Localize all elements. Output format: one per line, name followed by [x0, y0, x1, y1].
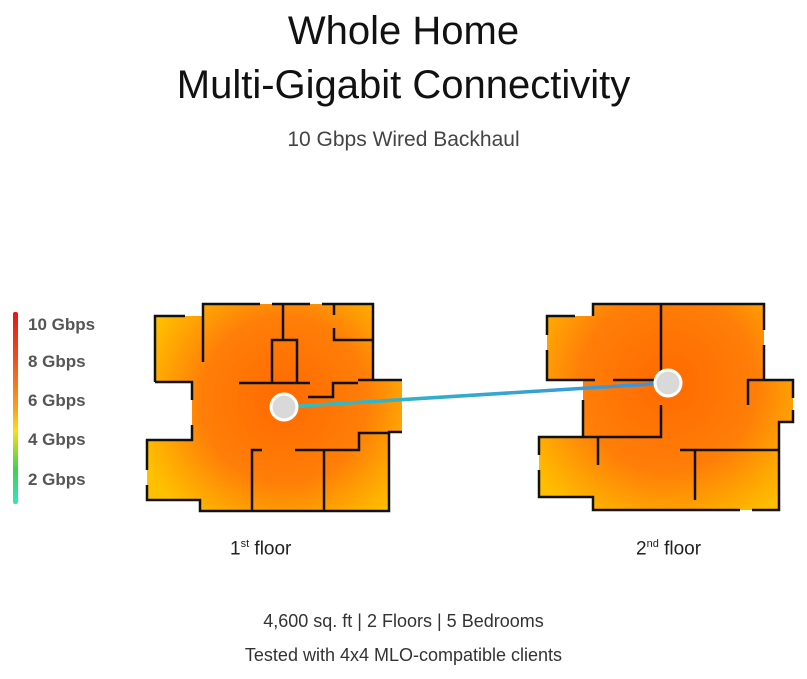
floor-number: 2	[636, 538, 647, 560]
backhaul-cable	[283, 381, 669, 409]
legend-label: 4 Gbps	[28, 430, 86, 449]
ordinal-suffix: st	[240, 538, 250, 550]
floor-2-heatmap	[539, 304, 793, 510]
legend-label: 10 Gbps	[28, 315, 96, 334]
router-2-node	[653, 368, 683, 398]
ordinal-suffix: nd	[646, 538, 659, 550]
floor-number: 1	[230, 538, 241, 560]
test-note: Tested with 4x4 MLO-compatible clients	[244, 645, 563, 665]
title-line-2: Multi-Gigabit Connectivity	[176, 63, 631, 107]
specs-line: 4,600 sq. ft | 2 Floors | 5 Bedrooms	[263, 611, 544, 631]
floor-1-walls	[145, 302, 402, 513]
title-line-1: Whole Home	[287, 9, 520, 53]
floor-2-label: 2nd floor	[636, 538, 701, 560]
floor-text: floor	[249, 538, 292, 560]
subtitle: 10 Gbps Wired Backhaul	[287, 128, 520, 151]
legend-label: 2 Gbps	[28, 470, 86, 489]
floor-2-plan	[537, 302, 795, 512]
floor-1-label: 1st floor	[230, 538, 291, 560]
legend-label: 6 Gbps	[28, 391, 86, 410]
legend-label: 8 Gbps	[28, 352, 86, 371]
router-1-node	[269, 392, 299, 422]
floor-text: floor	[658, 538, 702, 560]
speed-legend-bar	[13, 312, 18, 504]
